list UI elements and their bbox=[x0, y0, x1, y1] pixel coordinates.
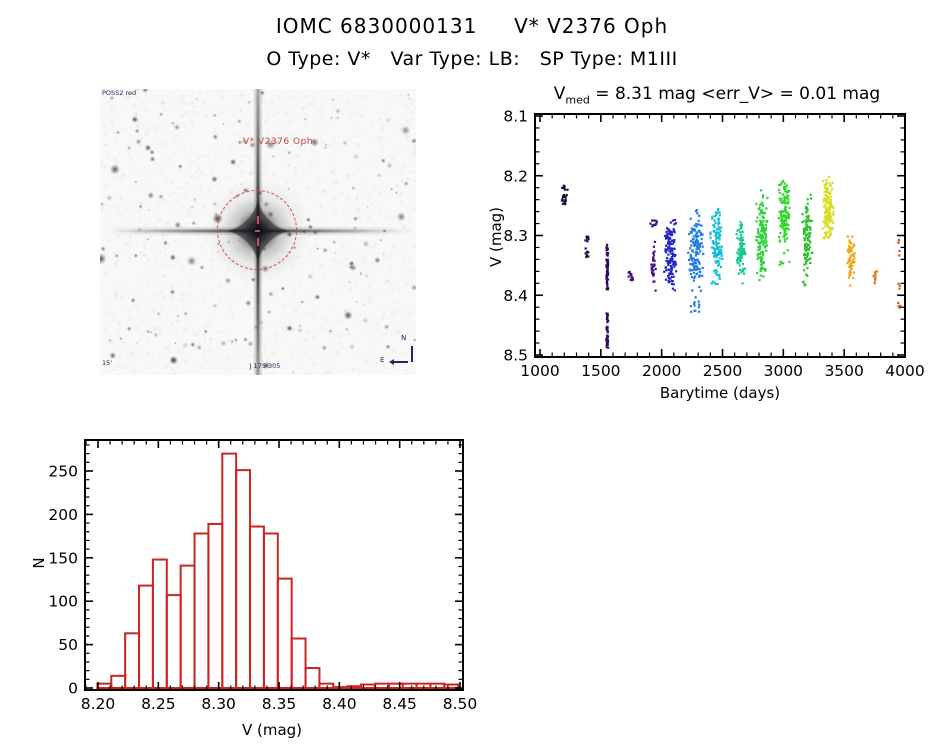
svg-text:1000: 1000 bbox=[520, 362, 559, 380]
histogram-xlabel: V (mag) bbox=[241, 721, 303, 739]
svg-text:8.2: 8.2 bbox=[503, 167, 528, 185]
svg-text:8.20: 8.20 bbox=[81, 695, 116, 713]
lightcurve-plot: 1000 1500 2000 2500 3000 3500 4000 8.1 8.2 8.3 8.4… bbox=[503, 108, 924, 381]
svg-text:8.5: 8.5 bbox=[503, 347, 528, 365]
survey-label: POSS2 red bbox=[102, 89, 137, 97]
center-marker bbox=[257, 216, 259, 224]
scale-label: 15' bbox=[102, 359, 113, 367]
lightcurve-title-rest: = 8.31 mag <err_V> = 0.01 mag bbox=[589, 84, 881, 104]
histogram-ylabel: N bbox=[30, 557, 48, 569]
svg-text:8.3: 8.3 bbox=[503, 227, 528, 245]
svg-text:8.45: 8.45 bbox=[382, 695, 417, 713]
svg-text:8.40: 8.40 bbox=[322, 695, 357, 713]
svg-text:8.35: 8.35 bbox=[262, 695, 297, 713]
svg-text:100: 100 bbox=[48, 593, 78, 611]
svg-text:8.50: 8.50 bbox=[443, 695, 478, 713]
svg-text:0: 0 bbox=[68, 680, 78, 698]
compass-east-line bbox=[394, 361, 408, 363]
svg-text:1500: 1500 bbox=[581, 362, 620, 380]
lightcurve-ylabel: V (mag) bbox=[487, 206, 505, 268]
compass-north-label: N bbox=[401, 334, 407, 342]
target-label: V* V2376 Oph bbox=[243, 137, 313, 147]
lightcurve-title-subscript: med bbox=[565, 93, 590, 107]
center-marker bbox=[255, 230, 260, 232]
svg-text:250: 250 bbox=[48, 463, 78, 481]
finder-chart: POSS2 red V* V2376 Oph J 175 305 15' N E bbox=[100, 89, 416, 375]
page-title: IOMC 6830000131 V* V2376 Oph bbox=[275, 14, 669, 38]
svg-text:200: 200 bbox=[48, 506, 78, 524]
coords-label: J 175 305 bbox=[249, 362, 281, 370]
svg-text:150: 150 bbox=[48, 549, 78, 567]
svg-text:3000: 3000 bbox=[764, 362, 803, 380]
svg-text:2500: 2500 bbox=[703, 362, 742, 380]
page-subtitle: O Type: V* Var Type: LB: SP Type: M1III bbox=[266, 48, 678, 70]
compass-north-line bbox=[411, 346, 413, 362]
svg-text:8.30: 8.30 bbox=[201, 695, 236, 713]
histogram-plot: 8.20 8.25 8.30 8.35 8.40 8.45 8.50 0 50 100 150 200… bbox=[48, 439, 478, 713]
compass-east-arrowhead bbox=[389, 359, 394, 365]
center-marker bbox=[257, 238, 259, 246]
svg-text:3500: 3500 bbox=[824, 362, 863, 380]
svg-text:4000: 4000 bbox=[885, 362, 924, 380]
svg-text:50: 50 bbox=[58, 636, 78, 654]
svg-text:8.1: 8.1 bbox=[503, 108, 528, 126]
target-circle bbox=[217, 190, 297, 270]
svg-text:2000: 2000 bbox=[642, 362, 681, 380]
lightcurve-xlabel: Barytime (days) bbox=[659, 384, 781, 402]
svg-text:8.25: 8.25 bbox=[141, 695, 176, 713]
lightcurve-title-prefix: V bbox=[553, 84, 566, 104]
lightcurve-title: Vmed = 8.31 mag <err_V> = 0.01 mag bbox=[492, 84, 942, 106]
svg-text:8.4: 8.4 bbox=[503, 287, 528, 305]
compass-east-label: E bbox=[380, 356, 385, 364]
